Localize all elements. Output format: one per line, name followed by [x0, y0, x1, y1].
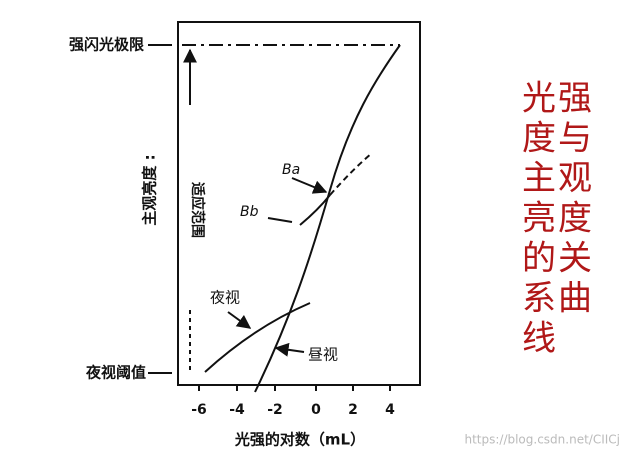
range-label: 适应范围	[189, 182, 206, 238]
title-row: 系曲	[522, 279, 594, 319]
photopic-label: 昼视	[308, 346, 338, 364]
frame	[177, 21, 421, 386]
scotopic-curve	[204, 302, 311, 373]
ba-branch	[329, 152, 373, 196]
x-tick-label: 2	[348, 402, 358, 418]
title-row: 亮度	[522, 199, 594, 239]
scotopic-label: 夜视	[210, 289, 240, 307]
bb-label: Bb	[240, 204, 259, 220]
bb-arrow	[267, 217, 293, 223]
ba-label: Ba	[282, 162, 300, 178]
x-tick-label: 0	[311, 402, 321, 418]
title-row: 的关	[522, 239, 594, 279]
x-ticks: -6 -4 -2 0 2 4	[191, 385, 395, 418]
scotopic-arrow	[227, 311, 252, 329]
x-tick-label: -2	[267, 402, 283, 418]
title-row: 线	[522, 319, 558, 359]
glare-limit-label: 强闪光极限	[69, 36, 144, 54]
y-axis-label: 主观亮度 :	[141, 154, 159, 225]
title-row: 主观	[522, 159, 594, 199]
bb-branch	[299, 194, 331, 226]
x-tick-label: -4	[229, 402, 245, 418]
ba-arrow	[291, 177, 328, 194]
x-tick-label: -6	[191, 402, 207, 418]
photopic-arrow	[274, 342, 305, 357]
title-row: 光强	[522, 79, 594, 119]
threshold-label: 夜视阈值	[85, 364, 146, 382]
watermark: https://blog.csdn.net/CIICj	[464, 433, 620, 447]
title-row: 度与	[522, 119, 594, 159]
x-axis-label: 光强的对数（mL）	[234, 431, 365, 449]
photopic-curve	[254, 44, 401, 393]
x-tick-label: 4	[385, 402, 395, 418]
